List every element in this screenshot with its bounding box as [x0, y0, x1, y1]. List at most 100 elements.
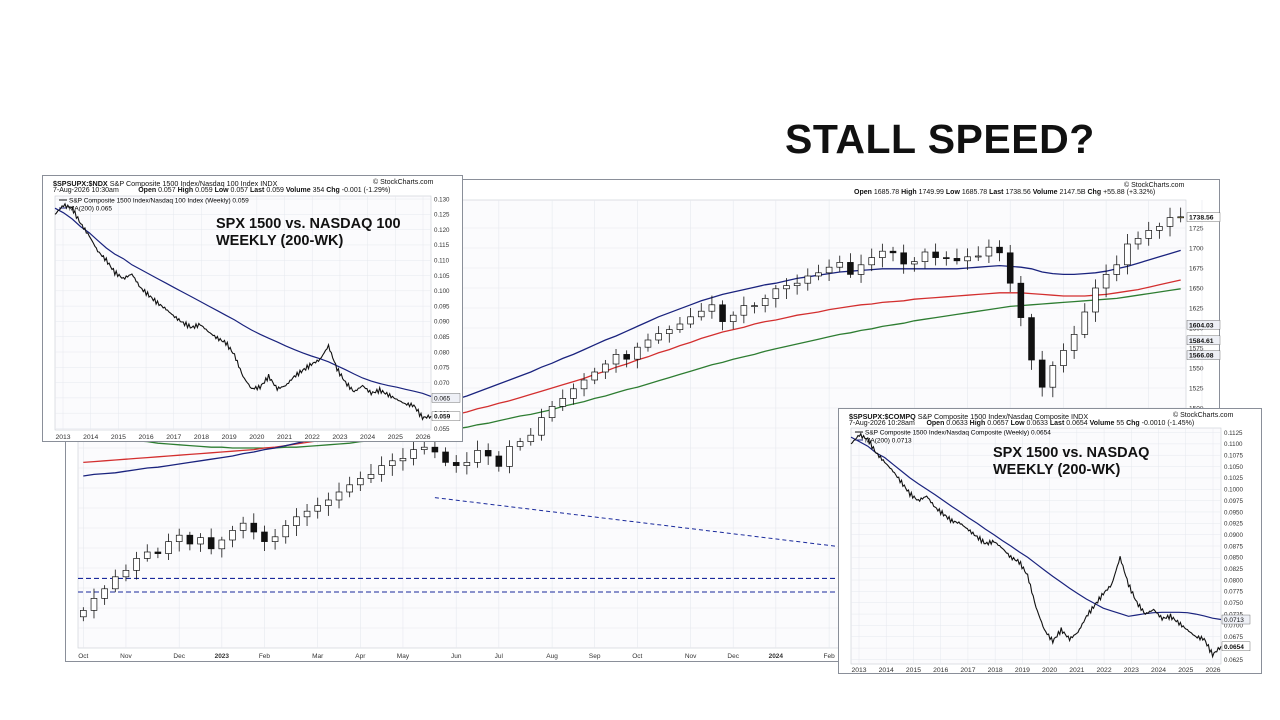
ndx-attribution: © StockCharts.com	[373, 179, 434, 186]
y-tick-label: 0.070	[434, 380, 450, 387]
ma-red-line	[83, 279, 1181, 464]
candle-body	[367, 474, 375, 479]
y-tick-label: 0.100	[434, 288, 450, 295]
value-label-box	[1221, 641, 1251, 652]
y-tick-label: 0.0825	[1224, 566, 1243, 573]
candle-body	[452, 462, 460, 466]
candle-body	[527, 434, 535, 442]
candle-body	[921, 251, 929, 262]
y-tick-label: 1650	[1189, 286, 1204, 293]
y-tick-label: 0.0775	[1224, 589, 1243, 596]
candle-body	[634, 346, 641, 360]
candle-body	[1017, 282, 1025, 318]
y-tick-label: 0.125	[434, 212, 450, 219]
candle-body	[900, 252, 907, 265]
candle-body	[207, 537, 215, 550]
value-label: 1604.03	[1189, 322, 1214, 329]
candle-body	[112, 576, 119, 590]
candle-body	[90, 598, 98, 611]
y-tick-label: 0.115	[434, 242, 450, 249]
x-tick-label: 2023	[1124, 667, 1139, 674]
x-tick-label: Oct	[78, 653, 88, 660]
ndx-ohlc: 7-Aug-2026 10:30am Open 0.057 High 0.059…	[53, 187, 391, 194]
candle-body	[1145, 230, 1152, 239]
x-tick-label: 2018	[194, 434, 209, 441]
x-tick-label: 2026	[415, 434, 430, 441]
candle-body	[1156, 226, 1163, 231]
x-tick-label: Dec	[727, 653, 739, 660]
candle-body	[133, 558, 140, 571]
y-tick-label: 1550	[1189, 366, 1204, 373]
x-tick-label: 2024	[360, 434, 375, 441]
ma-blue-line	[83, 249, 1181, 477]
candle-body	[239, 522, 247, 531]
y-tick-label: 0.1075	[1224, 453, 1243, 460]
y-tick-label: 0.1025	[1224, 475, 1243, 482]
x-tick-label: Oct	[632, 653, 642, 660]
candle-body	[793, 282, 801, 286]
candle-body	[1124, 243, 1131, 266]
y-tick-label: 1700	[1189, 246, 1204, 253]
legend-ma: MA(200) 0.0713	[865, 438, 912, 445]
x-tick-label: 2017	[960, 667, 975, 674]
y-tick-label: 0.105	[434, 273, 450, 280]
candle-body	[676, 323, 684, 330]
legend-ma: MA(200) 0.065	[69, 206, 112, 213]
ma-200-line	[54, 207, 432, 397]
ndx-chart-svg: 0.130 0.125 0.120 0.115 0.110 0.105 0.100 0.095…	[54, 195, 461, 441]
legend-series: S&P Composite 1500 Index/Nasdaq 100 Inde…	[69, 198, 249, 205]
candle-body	[943, 257, 950, 259]
x-tick-label: 2021	[1069, 667, 1084, 674]
y-tick-label: 0.0950	[1224, 509, 1243, 516]
y-tick-label: 0.0850	[1224, 555, 1243, 562]
candle-body	[250, 522, 258, 533]
candle-body	[1102, 274, 1110, 289]
candle-body	[729, 314, 737, 322]
value-label-box	[1186, 335, 1221, 346]
y-tick-label: 0.0625	[1224, 657, 1243, 664]
candle-body	[101, 588, 108, 599]
value-label: 0.0713	[1224, 617, 1244, 624]
x-tick-label: 2021	[277, 434, 292, 441]
x-tick-label: 2018	[988, 667, 1003, 674]
x-tick-label: May	[397, 653, 410, 660]
candle-body	[442, 451, 449, 463]
compq-ohlc: 7-Aug-2026 10:28am Open 0.0633 High 0.06…	[849, 420, 1195, 427]
compq-title-line: $SPSUPX:$COMPQ S&P Composite 1500 Index/…	[849, 412, 1089, 421]
candle-body	[175, 534, 183, 542]
candle-body	[1060, 350, 1067, 366]
candle-body	[271, 536, 279, 542]
compq-attribution: © StockCharts.com	[1173, 412, 1234, 419]
x-tick-label: Jun	[451, 653, 462, 660]
candle-body	[197, 537, 204, 545]
candle-body	[836, 262, 844, 268]
y-tick-label: 0.1125	[1224, 430, 1243, 437]
candle-body	[1166, 217, 1174, 227]
candle-body	[591, 371, 598, 381]
y-tick-label: 0.080	[434, 349, 450, 356]
candle-body	[623, 354, 630, 360]
candle-body	[1177, 216, 1184, 219]
x-tick-label: Mar	[312, 653, 324, 660]
x-tick-label: 2016	[139, 434, 154, 441]
x-tick-label: 2017	[166, 434, 181, 441]
candle-body	[420, 446, 428, 450]
candle-body	[708, 304, 716, 312]
x-tick-label: 2015	[111, 434, 126, 441]
x-tick-label: Jul	[495, 653, 504, 660]
y-tick-label: 0.090	[434, 319, 450, 326]
candle-body	[559, 398, 567, 407]
y-tick-label: 0.130	[434, 196, 450, 203]
y-tick-label: 0.0700	[1224, 623, 1243, 630]
x-tick-label: 2023	[215, 653, 230, 660]
x-tick-label: 2019	[1015, 667, 1030, 674]
candle-body	[1134, 238, 1142, 245]
y-tick-label: 0.0900	[1224, 532, 1243, 539]
y-tick-label: 0.1050	[1224, 464, 1243, 471]
value-label-box	[431, 393, 461, 403]
ma-200-line	[850, 436, 1222, 621]
value-label: 1738.56	[1189, 215, 1214, 222]
x-tick-label: Sep	[589, 653, 601, 660]
x-tick-label: 2025	[388, 434, 403, 441]
candle-body	[516, 441, 524, 447]
